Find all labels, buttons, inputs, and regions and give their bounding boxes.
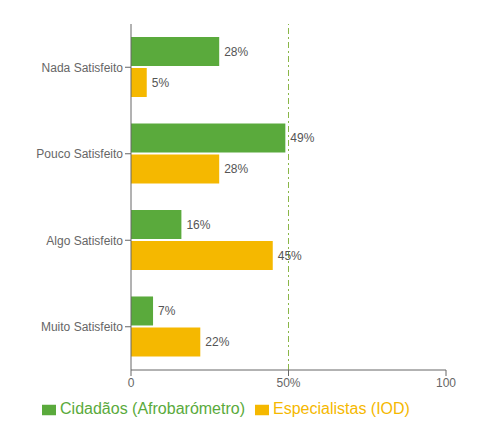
html-text:Cidadãos (Afrobarómetro): Cidadãos (Afrobarómetro) [60, 400, 245, 417]
svg-text:50%: 50% [276, 376, 300, 390]
svg-text:Pouco Satisfeito: Pouco Satisfeito [36, 147, 123, 161]
svg-text:7%: 7% [158, 304, 176, 318]
svg-text:49%: 49% [290, 131, 314, 145]
svg-text:0: 0 [128, 376, 135, 390]
svg-text:16%: 16% [186, 218, 210, 232]
html-text:Especialistas (IOD): Especialistas (IOD) [273, 400, 410, 417]
svg-text:100: 100 [436, 376, 456, 390]
svg-text:28%: 28% [224, 45, 248, 59]
svg-text:Muito Satisfeito: Muito Satisfeito [41, 320, 123, 334]
svg-text:Nada Satisfeito: Nada Satisfeito [42, 61, 124, 75]
svg-text:22%: 22% [205, 335, 229, 349]
svg-text:5%: 5% [152, 76, 170, 90]
svg-text:45%: 45% [278, 249, 302, 263]
svg-text:Algo Satisfeito: Algo Satisfeito [46, 234, 123, 248]
svg-text:28%: 28% [224, 162, 248, 176]
